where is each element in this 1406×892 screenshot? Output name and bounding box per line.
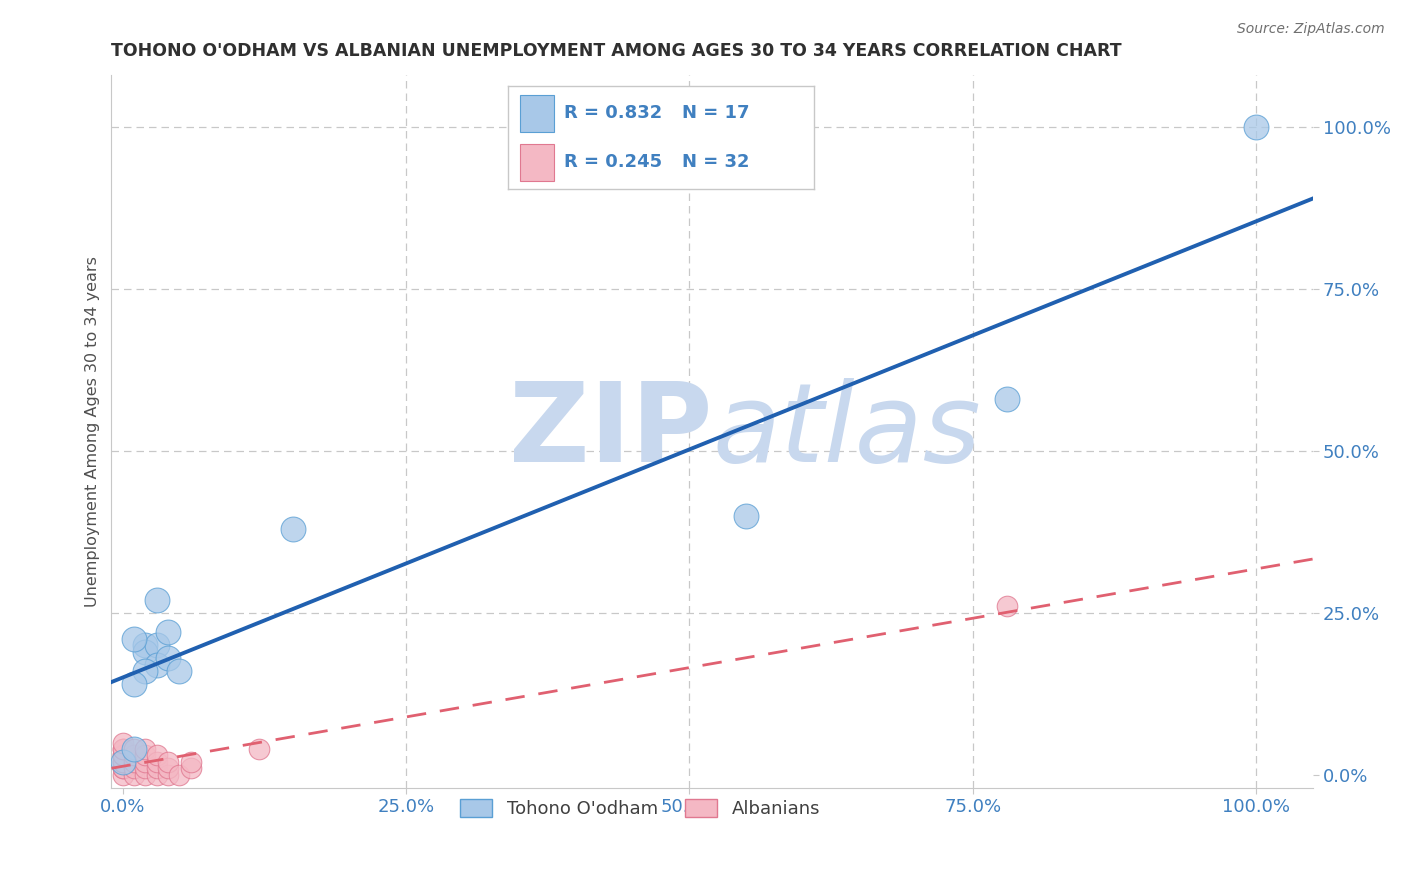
Point [111,761,134,775]
Point [281,522,304,536]
Point [134,755,156,769]
Point [169,665,191,679]
Point [180,755,202,769]
Point [111,761,134,775]
Point [122,742,145,756]
Point [122,768,145,782]
Point [134,665,156,679]
Point [122,742,145,756]
Point [134,638,156,652]
Text: TOHONO O'ODHAM VS ALBANIAN UNEMPLOYMENT AMONG AGES 30 TO 34 YEARS CORRELATION CH: TOHONO O'ODHAM VS ALBANIAN UNEMPLOYMENT … [111,42,1122,60]
Point [111,755,134,769]
Point [122,748,145,763]
Point [145,638,167,652]
Point [111,742,134,756]
Point [111,748,134,763]
Point [122,755,145,769]
Point [1244,120,1267,134]
Point [157,651,180,665]
Point [145,761,167,775]
Legend: Tohono O'odham, Albanians: Tohono O'odham, Albanians [453,791,828,825]
Y-axis label: Unemployment Among Ages 30 to 34 years: Unemployment Among Ages 30 to 34 years [86,256,100,607]
Point [157,755,180,769]
Point [134,768,156,782]
Text: ZIP: ZIP [509,378,711,485]
Point [145,748,167,763]
Point [111,735,134,749]
Point [111,742,134,756]
Point [122,761,145,775]
Point [134,761,156,775]
Point [122,632,145,646]
Point [145,657,167,672]
Point [134,742,156,756]
Point [735,508,758,523]
Point [134,748,156,763]
Point [134,645,156,659]
Point [157,768,180,782]
Point [169,768,191,782]
Point [111,768,134,782]
Point [157,625,180,640]
Point [157,761,180,775]
Point [995,392,1018,406]
Point [111,755,134,769]
Text: Source: ZipAtlas.com: Source: ZipAtlas.com [1237,22,1385,37]
Point [145,593,167,607]
Point [111,748,134,763]
Text: atlas: atlas [711,378,980,485]
Point [247,742,270,756]
Point [995,599,1018,614]
Point [145,755,167,769]
Point [122,677,145,691]
Point [145,768,167,782]
Point [180,761,202,775]
Point [111,755,134,769]
